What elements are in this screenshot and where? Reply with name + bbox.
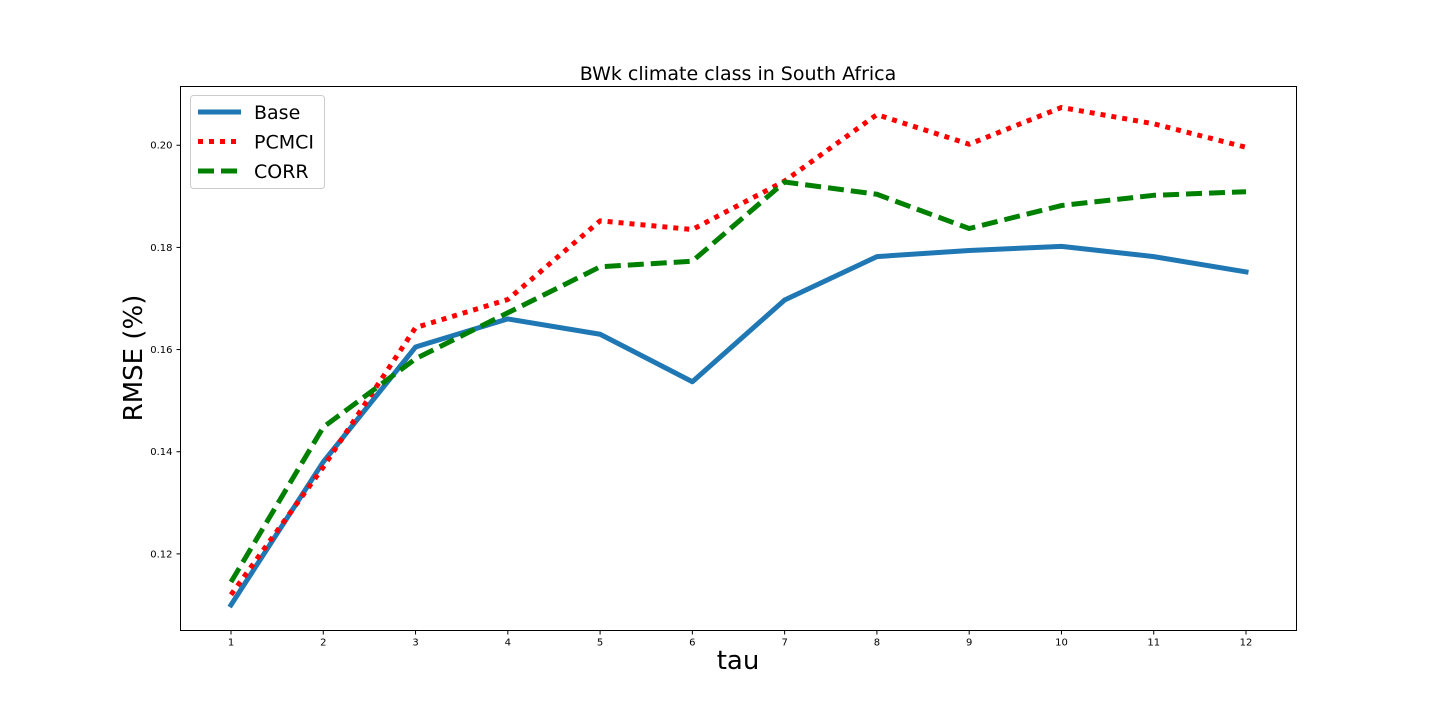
x-tick-label: 1 — [228, 638, 234, 649]
x-tick-label: 12 — [1240, 638, 1253, 649]
x-axis-label: tau — [717, 646, 760, 676]
legend-label-pcmci: PCMCI — [254, 132, 314, 154]
legend-label-corr: CORR — [254, 161, 309, 183]
y-tick-label: 0.16 — [150, 345, 172, 356]
x-tick-label: 10 — [1055, 638, 1068, 649]
chart-title: BWk climate class in South Africa — [580, 63, 897, 85]
plot-area — [227, 104, 1249, 609]
x-tick-label: 8 — [874, 638, 880, 649]
y-axis-label: RMSE (%) — [119, 295, 149, 422]
x-tick-label: 6 — [689, 638, 695, 649]
series-line-base — [227, 243, 1249, 609]
y-tick-label: 0.14 — [150, 447, 172, 458]
plot-frame — [180, 86, 1297, 631]
x-axis: 1 2 3 4 5 6 7 8 9 10 11 12 — [228, 630, 1253, 649]
y-tick-label: 0.12 — [150, 549, 172, 560]
y-tick-label: 0.20 — [150, 141, 172, 152]
x-tick-label: 4 — [505, 638, 511, 649]
x-tick-label: 5 — [597, 638, 603, 649]
y-axis: 0.12 0.14 0.16 0.18 0.20 — [150, 141, 181, 560]
x-tick-label: 7 — [781, 638, 787, 649]
series-line-corr — [228, 179, 1247, 584]
legend-label-base: Base — [254, 102, 300, 124]
x-tick-label: 11 — [1147, 638, 1160, 649]
legend-box — [190, 95, 325, 189]
y-tick-label: 0.18 — [150, 243, 172, 254]
x-tick-label: 9 — [966, 638, 972, 649]
legend: Base PCMCI CORR — [190, 95, 325, 189]
x-tick-label: 2 — [320, 638, 326, 649]
x-tick-label: 3 — [412, 638, 418, 649]
